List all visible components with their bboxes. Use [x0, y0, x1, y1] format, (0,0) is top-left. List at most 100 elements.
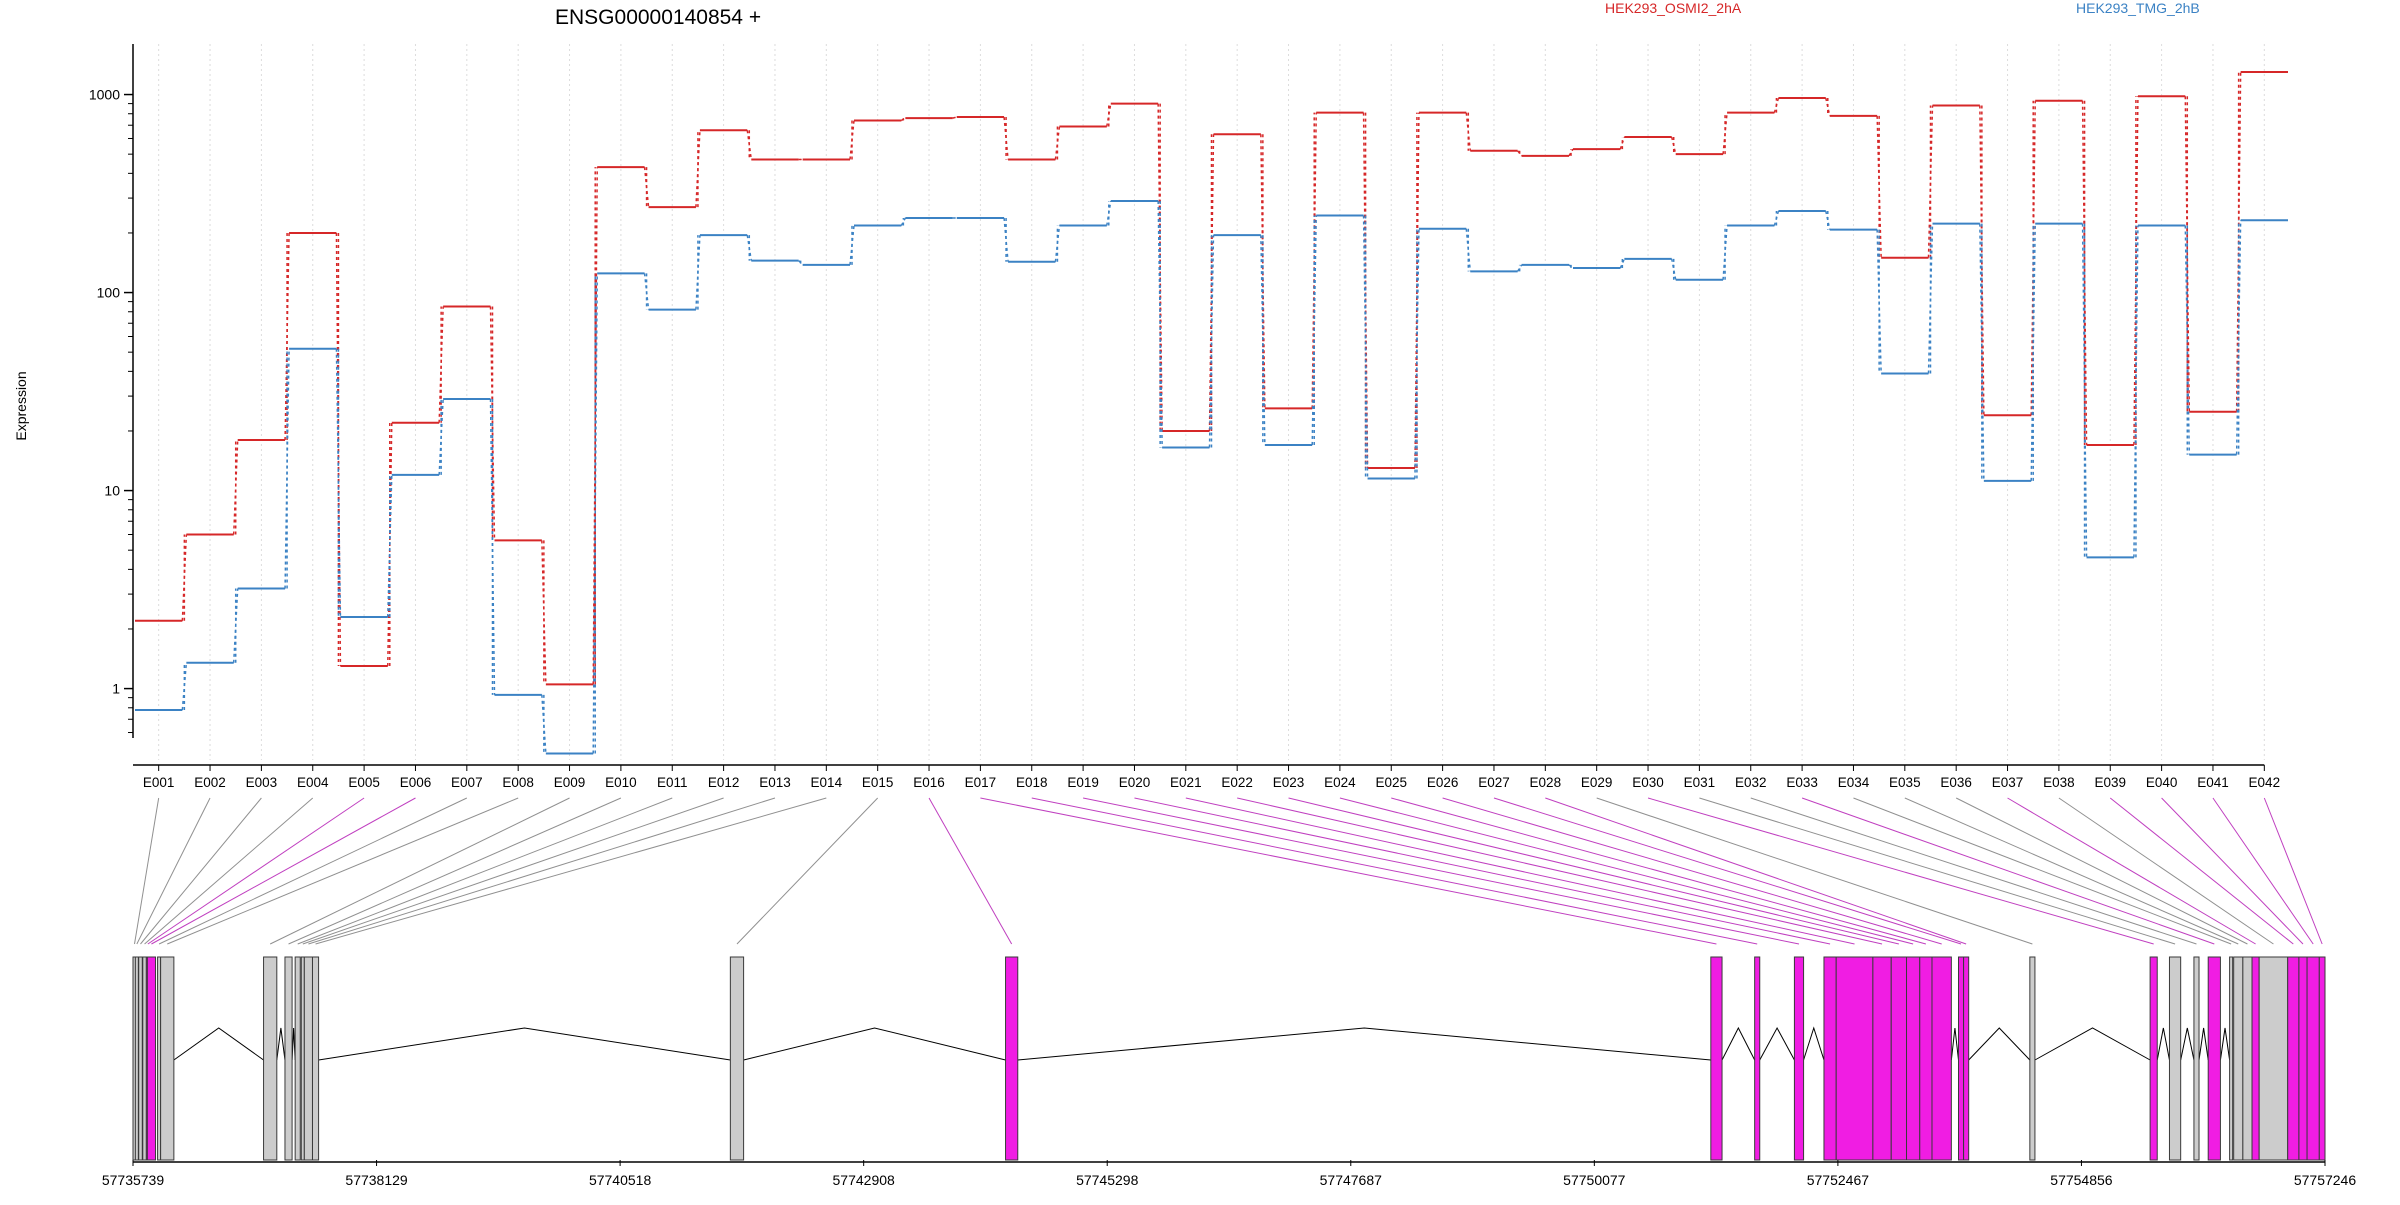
exon-connector	[288, 797, 622, 945]
coord-tick-label: 57752467	[1807, 1172, 1870, 1188]
exon-connector	[1237, 797, 1883, 945]
coord-tick-label: 57742908	[833, 1172, 896, 1188]
series-connector	[1670, 258, 1677, 280]
exon-box	[160, 956, 175, 1161]
x-tick-label: E034	[1838, 775, 1870, 790]
exon-connector	[1699, 797, 2176, 945]
series-connector	[1979, 105, 1985, 416]
exon-connector	[144, 797, 314, 945]
exon-box	[142, 956, 147, 1161]
y-tick-label: 10	[104, 483, 120, 499]
x-tick-label: E001	[143, 775, 175, 790]
exon-connector	[1288, 797, 1899, 945]
series-connector	[1003, 217, 1009, 262]
exon-box	[1710, 956, 1723, 1161]
series-connector	[2081, 223, 2088, 558]
exon-box	[2233, 956, 2244, 1161]
coord-tick-label: 57757246	[2294, 1172, 2357, 1188]
exon-connector	[315, 797, 827, 945]
x-tick-label: E013	[759, 775, 791, 790]
exon-box	[2251, 956, 2260, 1161]
y-axis: 1 10 100 1000	[89, 44, 134, 738]
exon-box	[1963, 956, 1970, 1161]
exon-box	[2193, 956, 2200, 1161]
x-tick-label: E007	[451, 775, 483, 790]
exon-box	[2298, 956, 2308, 1161]
exon-connector	[1596, 797, 2033, 945]
coord-tick-label: 57745298	[1076, 1172, 1139, 1188]
exon-box	[2229, 956, 2234, 1161]
exon-connector	[158, 797, 468, 945]
gene-model-track	[132, 956, 2326, 1161]
exon-box	[1872, 956, 1892, 1161]
exon-connector	[1750, 797, 2197, 945]
series-connector	[284, 348, 290, 589]
intron-line	[2180, 1027, 2195, 1061]
intron-line	[743, 1027, 1006, 1061]
exon-box	[1890, 956, 1908, 1161]
series-connector	[1517, 264, 1523, 272]
exon-connector	[980, 797, 1717, 945]
x-tick-label: E023	[1273, 775, 1305, 790]
x-tick-label: E008	[502, 775, 534, 790]
series-connector	[489, 399, 496, 695]
exon-box	[138, 956, 143, 1161]
x-tick-label: E009	[554, 775, 586, 790]
exon-connector	[2212, 797, 2314, 945]
x-tick-label: E031	[1684, 775, 1716, 790]
exon-connector	[134, 797, 160, 945]
exon-connector	[1853, 797, 2232, 945]
exon-connector	[2109, 797, 2294, 945]
x-tick-label: E012	[708, 775, 740, 790]
vertical-grid	[158, 44, 2265, 760]
x-tick-label: E036	[1940, 775, 1972, 790]
exon-box	[2207, 956, 2221, 1161]
x-tick-label: E019	[1067, 775, 1099, 790]
exon-connector	[302, 797, 724, 945]
x-tick-label: E037	[1992, 775, 2024, 790]
series-connector	[1208, 134, 1215, 431]
x-tick-label: E020	[1119, 775, 1151, 790]
exon-box	[2029, 956, 2036, 1161]
series-connector	[1876, 229, 1882, 374]
series-connector	[1414, 112, 1420, 469]
exon-connector	[136, 797, 211, 945]
exon-box	[2168, 956, 2182, 1161]
exon-box	[1754, 956, 1761, 1161]
series-connector	[541, 694, 547, 754]
series-connector	[1311, 112, 1317, 409]
exon-box	[1919, 956, 1933, 1161]
exon-connector	[1955, 797, 2248, 945]
intron-line	[1017, 1027, 1711, 1061]
series-connector	[1003, 116, 1009, 160]
exon-box	[2306, 956, 2320, 1161]
x-tick-label: E040	[2146, 775, 2178, 790]
exon-connector-lines	[134, 797, 2323, 945]
intron-line	[1803, 1026, 1825, 1061]
intron-line	[2034, 1027, 2151, 1061]
x-tick-label: E022	[1221, 775, 1253, 790]
exon-box	[284, 956, 293, 1161]
exon-connector	[297, 797, 673, 945]
coord-tick-label: 57754856	[2050, 1172, 2113, 1188]
exon-connector	[2263, 797, 2323, 945]
x-tick-label: E030	[1632, 775, 1664, 790]
exon-connector	[1031, 797, 1758, 945]
exon-box	[1793, 956, 1805, 1161]
exon-connector	[736, 797, 879, 945]
series-1	[135, 70, 2288, 686]
exon-connector	[147, 797, 365, 945]
exon-connector	[1493, 797, 1962, 945]
series-connector	[900, 217, 907, 226]
x-tick-label: E033	[1786, 775, 1818, 790]
x-tick-label: E025	[1375, 775, 1407, 790]
exon-connector	[151, 797, 416, 945]
series-connector	[1362, 215, 1369, 479]
y-axis-label: Expression	[13, 371, 29, 440]
exon-box	[294, 956, 301, 1161]
exon-connector	[928, 797, 1013, 945]
chart-title: ENSG00000140854 +	[555, 6, 761, 29]
x-tick-label: E029	[1581, 775, 1613, 790]
x-tick-label: E016	[913, 775, 945, 790]
